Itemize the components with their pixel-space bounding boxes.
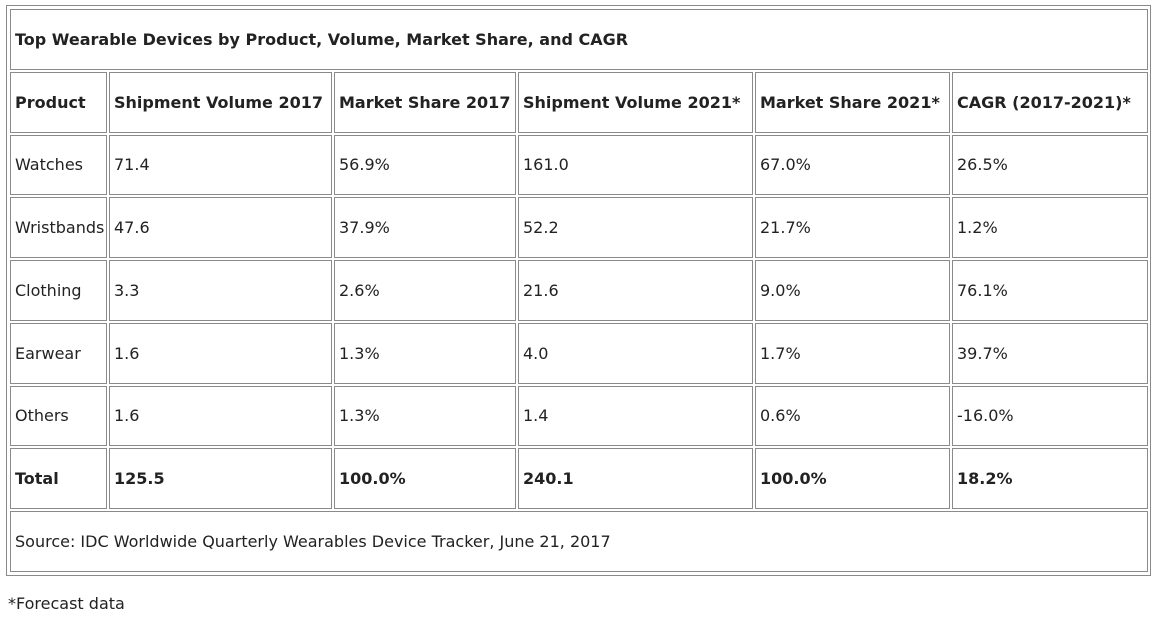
table-cell: 1.2% [952,197,1149,259]
table-cell: 67.0% [755,134,950,196]
column-header: CAGR (2017-2021)* [952,71,1149,133]
table-row: Earwear 1.6 1.3% 4.0 1.7% 39.7% [10,322,1149,384]
table-cell: 47.6 [109,197,332,259]
table-cell: 26.5% [952,134,1149,196]
table-title: Top Wearable Devices by Product, Volume,… [10,9,1149,70]
table-cell: Earwear [10,322,107,384]
table-cell: 56.9% [334,134,516,196]
table-row: Others 1.6 1.3% 1.4 0.6% -16.0% [10,385,1149,447]
table-row: Clothing 3.3 2.6% 21.6 9.0% 76.1% [10,260,1149,321]
table-cell: 3.3 [109,260,332,321]
wearables-table-frame: Top Wearable Devices by Product, Volume,… [6,5,1151,576]
table-cell: 37.9% [334,197,516,259]
total-cell: Total [10,448,107,510]
table-cell: -16.0% [952,385,1149,447]
source-note: Source: IDC Worldwide Quarterly Wearable… [10,511,1149,572]
table-header-row: Product Shipment Volume 2017 Market Shar… [10,71,1149,133]
total-cell: 100.0% [334,448,516,510]
table-cell: 1.3% [334,322,516,384]
table-title-row: Top Wearable Devices by Product, Volume,… [10,9,1149,70]
table-cell: 21.6 [518,260,753,321]
table-cell: 1.6 [109,385,332,447]
column-header: Market Share 2021* [755,71,950,133]
column-header: Shipment Volume 2021* [518,71,753,133]
table-cell: Others [10,385,107,447]
table-row: Wristbands 47.6 37.9% 52.2 21.7% 1.2% [10,197,1149,259]
table-cell: 1.6 [109,322,332,384]
total-cell: 125.5 [109,448,332,510]
table-cell: 9.0% [755,260,950,321]
table-cell: 161.0 [518,134,753,196]
total-cell: 18.2% [952,448,1149,510]
table-cell: 2.6% [334,260,516,321]
table-cell: 52.2 [518,197,753,259]
total-cell: 240.1 [518,448,753,510]
total-cell: 100.0% [755,448,950,510]
forecast-footnote: *Forecast data [8,594,125,613]
table-cell: 0.6% [755,385,950,447]
column-header: Product [10,71,107,133]
table-cell: 39.7% [952,322,1149,384]
wearables-table: Top Wearable Devices by Product, Volume,… [8,7,1150,574]
table-cell: 76.1% [952,260,1149,321]
table-cell: 1.3% [334,385,516,447]
column-header: Market Share 2017 [334,71,516,133]
table-cell: Clothing [10,260,107,321]
table-cell: 1.4 [518,385,753,447]
table-cell: 71.4 [109,134,332,196]
table-cell: 4.0 [518,322,753,384]
column-header: Shipment Volume 2017 [109,71,332,133]
table-cell: 1.7% [755,322,950,384]
table-source-row: Source: IDC Worldwide Quarterly Wearable… [10,511,1149,572]
table-total-row: Total 125.5 100.0% 240.1 100.0% 18.2% [10,448,1149,510]
table-cell: Watches [10,134,107,196]
table-cell: Wristbands [10,197,107,259]
table-row: Watches 71.4 56.9% 161.0 67.0% 26.5% [10,134,1149,196]
table-cell: 21.7% [755,197,950,259]
